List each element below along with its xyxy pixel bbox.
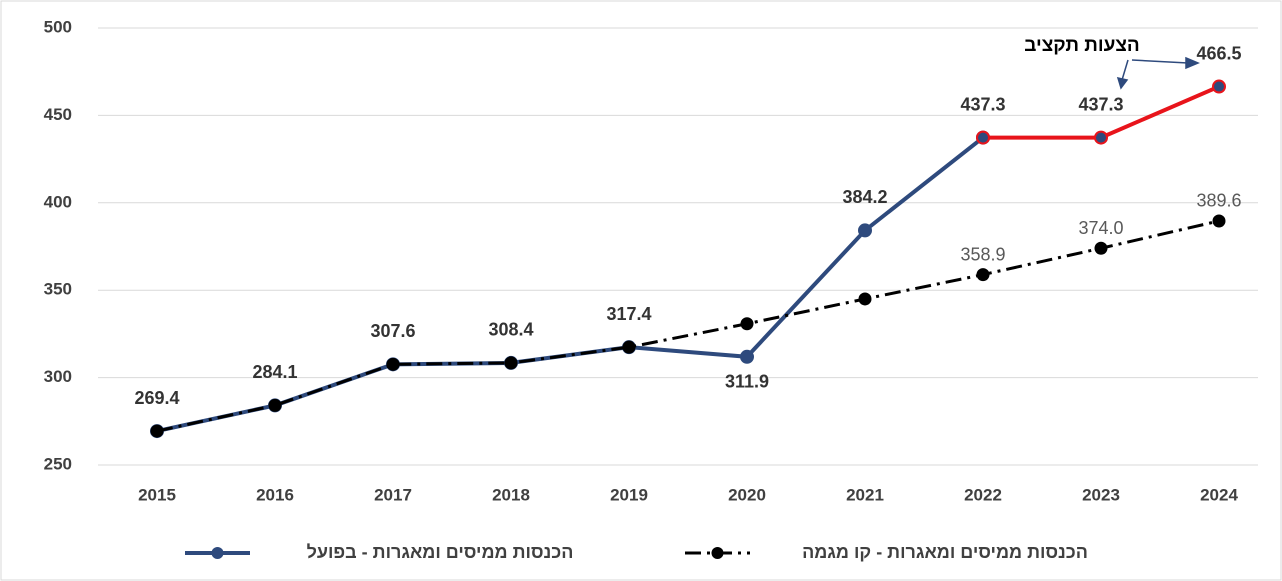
x-tick-label: 2023 — [1082, 485, 1120, 504]
point — [622, 340, 636, 354]
point — [386, 357, 400, 371]
point — [976, 130, 990, 145]
legend-label: הכנסות ממיסים ומאגרות - בפועל — [307, 542, 574, 562]
point — [150, 424, 164, 438]
legend-label: הכנסות ממיסים ומאגרות - קו מגמה — [802, 542, 1088, 562]
data-label: 284.1 — [252, 362, 297, 382]
x-tick-label: 2021 — [846, 485, 884, 504]
annotation: הצעות תקציב — [1024, 35, 1140, 56]
point — [1094, 130, 1108, 145]
y-tick-label: 300 — [44, 367, 72, 386]
point — [1094, 241, 1108, 255]
x-tick-label: 2024 — [1200, 485, 1238, 504]
point — [1212, 214, 1226, 228]
x-tick-label: 2016 — [256, 485, 294, 504]
x-tick-label: 2019 — [610, 485, 648, 504]
data-label: 317.4 — [606, 304, 651, 324]
y-tick-label: 500 — [44, 17, 72, 36]
data-label: 389.6 — [1196, 191, 1241, 211]
series-line — [156, 136, 985, 434]
data-label: 384.2 — [842, 187, 887, 207]
y-tick-label: 350 — [44, 280, 72, 299]
data-label: 307.6 — [370, 321, 415, 341]
point — [740, 349, 754, 364]
data-label: 311.9 — [725, 372, 769, 392]
x-tick-label: 2022 — [964, 485, 1002, 504]
annotation-arrows — [1116, 56, 1200, 90]
data-label: 269.4 — [134, 388, 179, 408]
y-tick-label: 250 — [44, 454, 72, 473]
point — [268, 398, 282, 412]
data-label: 374.0 — [1078, 218, 1123, 238]
y-tick-label: 450 — [44, 105, 72, 124]
data-label: 308.4 — [488, 320, 533, 340]
legend-marker — [211, 547, 224, 559]
legend-marker — [711, 547, 724, 559]
point — [1212, 79, 1226, 94]
data-label: 358.9 — [960, 244, 1005, 264]
x-tick-label: 2020 — [728, 485, 766, 504]
point — [858, 292, 872, 306]
x-tick-label: 2018 — [492, 485, 530, 504]
data-label: 437.3 — [1078, 94, 1123, 114]
data-label: 437.3 — [960, 94, 1005, 114]
point — [740, 317, 754, 331]
x-tick-label: 2015 — [138, 485, 176, 504]
series-line — [156, 219, 1220, 433]
y-tick-label: 400 — [44, 192, 72, 211]
point — [858, 223, 872, 238]
x-tick-label: 2017 — [374, 485, 412, 504]
data-label: 466.5 — [1196, 43, 1241, 63]
point — [504, 356, 518, 370]
point — [976, 268, 990, 282]
